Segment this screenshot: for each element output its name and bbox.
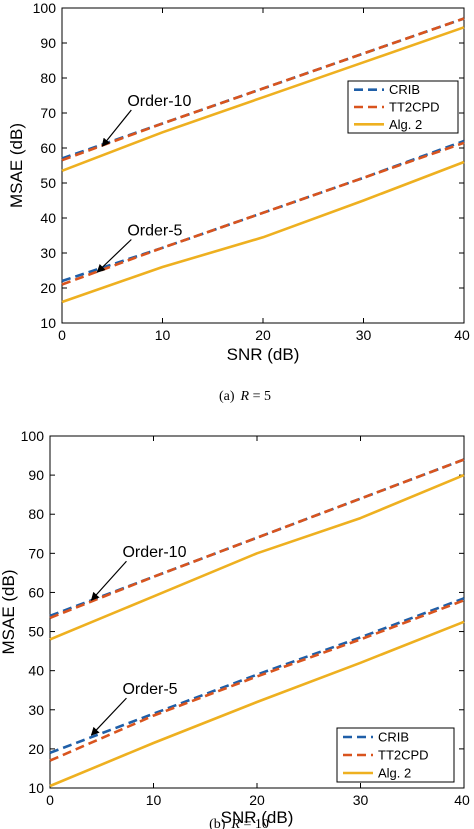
annotation-label: Order-10 — [127, 93, 191, 110]
y-tick-label: 60 — [40, 140, 56, 156]
x-tick-label: 20 — [255, 327, 271, 343]
y-tick-label: 100 — [21, 428, 45, 444]
y-tick-label: 30 — [40, 245, 56, 261]
y-tick-label: 100 — [33, 0, 57, 16]
caption-variable: R — [230, 817, 240, 829]
x-tick-label: 30 — [353, 792, 369, 808]
legend: CRIB TT2CPD Alg. 2 — [336, 727, 455, 783]
legend-label-crib: CRIB — [389, 82, 420, 97]
caption-prefix: (a) — [219, 389, 235, 404]
legend-label-tt2cpd: TT2CPD — [378, 748, 429, 763]
annotation-arrow — [101, 109, 132, 147]
series-line-tt2cpd — [61, 17, 465, 162]
x-tick-label: 30 — [356, 327, 372, 343]
legend-label-alg-2: Alg. 2 — [389, 117, 422, 132]
x-tick-label: 40 — [454, 327, 470, 343]
annotation-arrow — [90, 560, 127, 601]
annotation-label: Order-5 — [127, 223, 182, 240]
x-tick-label: 10 — [155, 327, 171, 343]
series-line-tt2cpd — [49, 458, 465, 620]
x-axis-label: SNR (dB) — [221, 808, 294, 827]
y-tick-label: 10 — [40, 315, 56, 331]
annotation-label: Order-5 — [122, 681, 177, 698]
series-line-alg-2 — [49, 620, 465, 788]
y-tick-label: 80 — [28, 506, 44, 522]
x-tick-label: 20 — [249, 792, 265, 808]
y-tick-label: 50 — [28, 624, 44, 640]
y-tick-label: 80 — [40, 70, 56, 86]
legend: CRIB TT2CPD Alg. 2 — [347, 80, 459, 134]
annotation-arrow — [96, 239, 132, 273]
y-tick-label: 90 — [28, 467, 44, 483]
series-line-tt2cpd — [49, 599, 465, 762]
y-tick-label: 30 — [28, 702, 44, 718]
legend-label-tt2cpd: TT2CPD — [389, 100, 440, 115]
y-axis-label: MSAE (dB) — [7, 123, 26, 208]
x-tick-label: 40 — [454, 792, 470, 808]
series-line-alg-2 — [61, 26, 465, 173]
annotation-arrow — [90, 697, 127, 736]
x-tick-label: 0 — [58, 327, 66, 343]
x-tick-label: 0 — [46, 792, 54, 808]
annotation-label: Order-10 — [122, 544, 186, 561]
y-axis-label: MSAE (dB) — [0, 569, 18, 654]
figure-caption: (a) R = 5 — [219, 389, 271, 404]
y-tick-label: 20 — [40, 280, 56, 296]
y-tick-label: 10 — [28, 780, 44, 796]
caption-value: = 5 — [249, 389, 271, 404]
y-tick-label: 90 — [40, 35, 56, 51]
legend-label-crib: CRIB — [378, 730, 409, 745]
figure-caption: (b) R = 10 — [209, 817, 269, 829]
series-line-alg-2 — [49, 473, 465, 641]
series-line-alg-2 — [61, 160, 465, 304]
series-line-tt2cpd — [61, 141, 465, 286]
y-tick-label: 60 — [28, 584, 44, 600]
plot-area — [61, 7, 465, 324]
caption-value: = 10 — [240, 817, 269, 829]
legend-label-alg-2: Alg. 2 — [378, 766, 411, 781]
y-tick-label: 40 — [28, 663, 44, 679]
x-axis-label: SNR (dB) — [227, 345, 300, 364]
series-line-crib — [49, 597, 465, 755]
x-tick-label: 10 — [146, 792, 162, 808]
caption-variable: R — [240, 389, 250, 404]
caption-prefix: (b) — [209, 817, 226, 829]
y-tick-label: 70 — [28, 545, 44, 561]
y-tick-label: 70 — [40, 105, 56, 121]
y-tick-label: 20 — [28, 741, 44, 757]
y-tick-label: 40 — [40, 210, 56, 226]
y-tick-label: 50 — [40, 175, 56, 191]
